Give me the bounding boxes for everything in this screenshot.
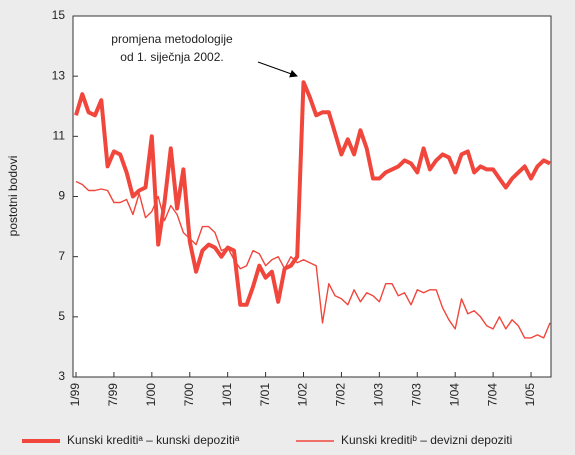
- x-tick-label: 7/02: [334, 383, 348, 407]
- x-tick-label: 1/03: [372, 383, 386, 407]
- x-tick-label: 1/05: [523, 383, 537, 407]
- y-tick-label: 9: [58, 189, 65, 203]
- y-tick-label: 3: [58, 369, 65, 383]
- legend-label: Kunski kreditiᵃ – kunski depozitiᵃ: [67, 433, 240, 447]
- annotation: promjena metodologije: [111, 32, 233, 46]
- legend-label: Kunski kreditiᵇ – devizni depoziti: [341, 433, 512, 447]
- annotation-arrow: [257, 61, 298, 78]
- y-tick-label: 13: [52, 68, 66, 82]
- x-tick-label: 7/04: [485, 383, 499, 407]
- y-tick-label: 5: [58, 309, 65, 323]
- x-tick-label: 7/03: [409, 383, 423, 407]
- x-tick-label: 1/04: [447, 383, 461, 407]
- x-tick-label: 7/00: [182, 383, 196, 407]
- y-axis-label: postotni bodovi: [6, 156, 20, 237]
- plot-area: [72, 15, 552, 378]
- x-tick-label: 1/99: [68, 383, 82, 407]
- annotation: od 1. siječnja 2002.: [120, 50, 223, 64]
- y-tick-label: 15: [52, 8, 66, 22]
- y-tick-label: 7: [58, 249, 65, 263]
- x-tick-label: 7/99: [106, 383, 120, 407]
- x-tick-label: 1/00: [144, 383, 158, 407]
- series-line: [74, 80, 551, 307]
- x-tick-label: 1/01: [220, 383, 234, 407]
- y-tick-label: 11: [53, 129, 66, 143]
- x-tick-label: 1/02: [296, 383, 310, 407]
- x-tick-label: 7/01: [258, 383, 272, 407]
- annotation-bg: [92, 30, 252, 70]
